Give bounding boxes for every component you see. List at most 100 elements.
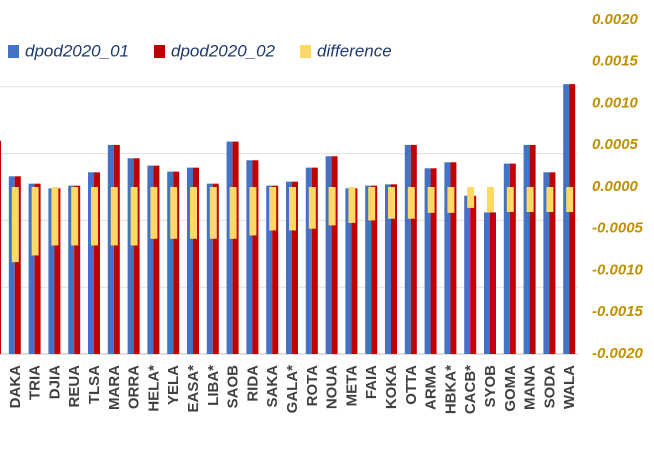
x-tick-label: ORRA	[126, 365, 143, 409]
bar	[523, 144, 530, 354]
x-tick-label: SODA	[541, 365, 558, 409]
bar	[113, 144, 120, 354]
bar	[385, 184, 391, 354]
bar	[107, 144, 114, 354]
bar	[14, 176, 21, 354]
legend-label: dpod2020_01	[25, 41, 129, 60]
bar	[430, 168, 437, 354]
y2-tick-label: -0.0010	[592, 261, 644, 278]
bar	[484, 212, 490, 354]
difference-bar	[249, 187, 257, 236]
bar	[325, 156, 332, 354]
x-tick-label: FAIA	[363, 365, 380, 399]
bar	[286, 181, 292, 354]
x-tick-label: REUA	[66, 365, 83, 408]
x-tick-label: YELA	[165, 365, 182, 405]
x-tick-label: META	[343, 365, 360, 407]
x-tick-label: SAOB	[225, 365, 242, 409]
y2-tick-label: -0.0020	[592, 345, 644, 362]
y2-tick-label: 0.0020	[592, 11, 639, 28]
legend-swatch	[8, 45, 19, 58]
difference-bar	[71, 187, 79, 246]
bar	[391, 184, 397, 354]
x-tick-label: MARA	[106, 365, 123, 410]
difference-bar	[467, 187, 475, 208]
bar	[167, 171, 174, 354]
difference-bar	[447, 187, 455, 213]
bar	[549, 172, 556, 354]
difference-bar	[11, 187, 19, 263]
bar	[464, 195, 471, 354]
bar	[147, 165, 154, 354]
x-tick-label: MANA	[522, 365, 539, 410]
difference-bar	[368, 187, 376, 221]
bar	[311, 167, 318, 354]
bar	[351, 188, 358, 354]
bar	[266, 185, 273, 354]
legend-swatch	[154, 45, 166, 58]
x-tick-label: SAKA	[264, 365, 281, 408]
bar	[371, 185, 378, 354]
bar	[226, 141, 233, 354]
difference-bar	[566, 187, 574, 213]
x-tick-label: DJIA	[46, 365, 63, 399]
y2-tick-label: 0.0015	[592, 53, 639, 70]
difference-bar	[91, 187, 98, 246]
x-tick-label: ARMA	[423, 365, 440, 410]
difference-bar	[546, 187, 554, 213]
bar	[509, 163, 516, 354]
legend-label: difference	[317, 41, 392, 60]
difference-bar	[31, 187, 39, 256]
x-tick-label: WALA	[561, 365, 578, 409]
bar	[74, 185, 81, 354]
bar	[8, 176, 15, 354]
difference-bar	[526, 187, 534, 213]
bar	[232, 141, 239, 354]
difference-bar	[308, 187, 316, 229]
bar	[563, 84, 570, 355]
y2-tick-label: -0.0005	[592, 220, 644, 237]
bar	[68, 185, 75, 354]
bar	[54, 188, 61, 354]
bar	[48, 188, 55, 354]
bar	[0, 140, 1, 354]
bar	[212, 183, 219, 354]
bar	[246, 160, 253, 354]
difference-bar	[328, 187, 336, 226]
difference-bar	[407, 187, 415, 219]
y2-tick-label: 0.0000	[592, 178, 639, 195]
bar	[470, 195, 477, 354]
bar	[424, 168, 431, 354]
x-tick-label: EASA*	[185, 365, 202, 413]
difference-bar	[348, 187, 356, 223]
bar	[193, 167, 199, 354]
x-tick-label: GALA*	[284, 365, 301, 413]
bar	[88, 172, 94, 354]
bar	[305, 167, 312, 354]
x-tick-label: SYOB	[482, 365, 499, 408]
difference-bar	[170, 187, 178, 239]
difference-bar	[130, 187, 138, 246]
difference-bar	[51, 187, 59, 246]
bar	[94, 172, 100, 354]
x-tick-label: HELA*	[145, 365, 162, 412]
y2-tick-label: -0.0015	[592, 303, 644, 320]
bar	[543, 172, 550, 354]
legend-swatch	[300, 45, 312, 58]
bar	[503, 163, 510, 354]
difference-bar	[388, 187, 395, 219]
bar	[331, 156, 338, 354]
bar	[252, 160, 259, 354]
y2-tick-label: 0.0005	[592, 136, 639, 153]
bar	[206, 183, 213, 354]
x-tick-label: TLSA	[86, 365, 103, 404]
bar	[272, 185, 279, 354]
difference-bar	[289, 187, 296, 231]
difference-bar	[506, 187, 514, 213]
difference-bar	[150, 187, 158, 239]
difference-bar	[209, 187, 217, 239]
x-tick-label: NOUA	[324, 365, 341, 409]
bar	[28, 183, 35, 354]
difference-bar	[190, 187, 197, 239]
bar	[292, 181, 298, 354]
